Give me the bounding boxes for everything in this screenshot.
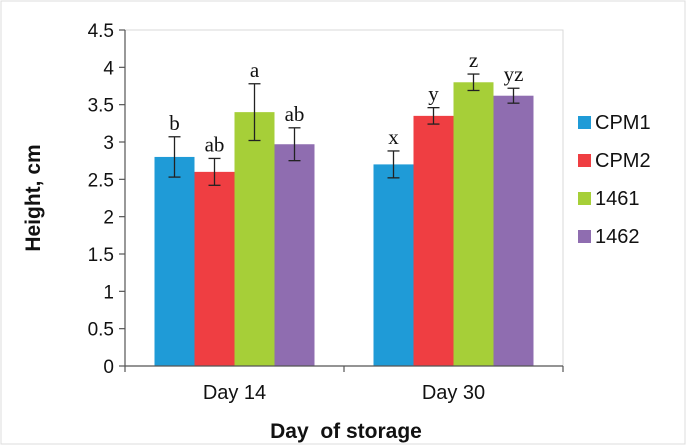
legend-label: 1461	[595, 188, 640, 210]
bar	[413, 115, 454, 366]
bar	[194, 171, 235, 366]
significance-label: ab	[205, 132, 225, 156]
y-tick-label: 3.5	[88, 96, 114, 117]
legend-swatch	[578, 192, 591, 205]
significance-label: yz	[504, 62, 524, 86]
y-tick-label: 3	[103, 133, 114, 154]
legend-label: CPM1	[595, 112, 651, 134]
legend: CPM1 CPM2 1461 1462	[578, 112, 651, 248]
significance-label: x	[388, 125, 399, 149]
legend-swatch	[578, 154, 591, 167]
y-tick-label: 4.5	[88, 21, 114, 42]
y-tick-label: 2.5	[88, 170, 114, 191]
y-tick-label: 0	[103, 357, 114, 378]
y-tick-label: 1.5	[88, 245, 114, 266]
bar	[373, 164, 414, 366]
axes-group: 0 0.5 1 1.5 2 2.5 3 3.5 4 4.5 Day 14 Day 30	[88, 21, 564, 404]
significance-label: y	[428, 82, 439, 106]
significance-label: a	[250, 58, 260, 82]
y-axis-title: Height, cm	[22, 144, 45, 251]
bar	[493, 95, 534, 366]
legend-swatch	[578, 116, 591, 129]
x-axis-title: Day of storage	[270, 420, 422, 443]
y-tick-label: 4	[103, 58, 114, 79]
x-category-label: Day 30	[422, 382, 485, 404]
x-category-label: Day 14	[203, 382, 266, 404]
bar	[453, 82, 494, 367]
error-bars-group	[168, 73, 520, 186]
significance-label: b	[169, 111, 180, 135]
legend-label: 1462	[595, 226, 640, 248]
y-tick-label: 1	[103, 282, 114, 303]
bar	[234, 112, 275, 366]
bars-group	[154, 82, 534, 367]
bar	[154, 156, 195, 366]
bar	[274, 144, 315, 366]
y-tick-label: 2	[103, 208, 114, 229]
significance-label: ab	[285, 102, 305, 126]
legend-swatch	[578, 230, 591, 243]
significance-label: z	[469, 48, 478, 72]
y-tick-label: 0.5	[88, 320, 114, 341]
legend-label: CPM2	[595, 150, 651, 172]
